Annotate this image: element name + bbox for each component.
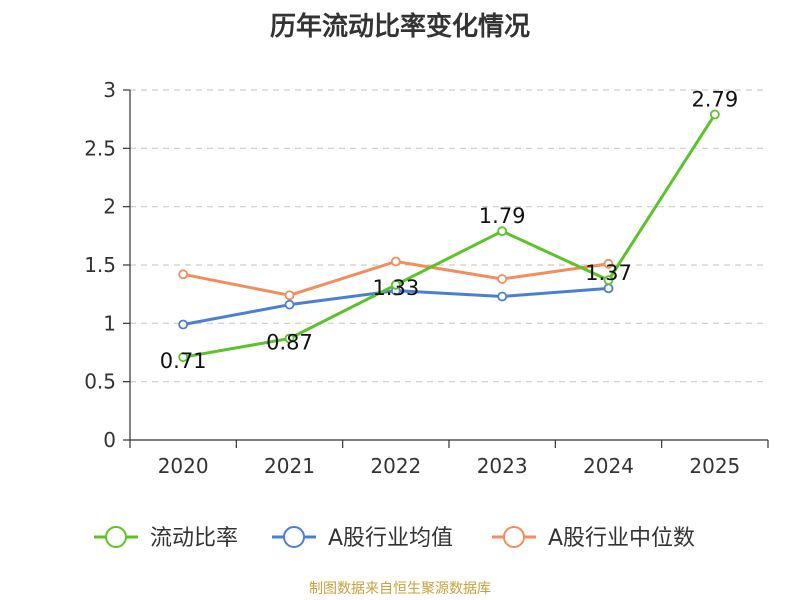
x-tick-label: 2023 (477, 454, 528, 478)
x-tick-label: 2021 (264, 454, 315, 478)
series-line (182, 113, 717, 359)
y-tick-label: 1.5 (84, 253, 116, 277)
chart-title: 历年流动比率变化情况 (269, 12, 530, 42)
y-tick-label: 3 (103, 78, 116, 102)
data-point (603, 258, 614, 269)
legend-marker (503, 526, 525, 548)
data-point (284, 290, 295, 301)
legend-label: A股行业均值 (328, 526, 453, 551)
series-layer (178, 109, 720, 363)
x-tick-label: 2025 (689, 454, 740, 478)
data-label: 0.71 (160, 349, 207, 373)
data-point (497, 226, 508, 237)
data-point (390, 256, 401, 267)
data-point (178, 319, 189, 330)
data-point (178, 352, 189, 363)
legend-item: 流动比率 (94, 526, 238, 551)
legend-item: A股行业均值 (272, 526, 453, 551)
x-tick-label: 2024 (583, 454, 634, 478)
legend-item: A股行业中位数 (492, 526, 695, 551)
x-tick-label: 2022 (370, 454, 421, 478)
data-labels: 0.71 0.87 1.33 1.79 1.37 2.79 (160, 88, 738, 374)
data-point (709, 109, 720, 120)
data-point (603, 283, 614, 294)
legend-label: 流动比率 (150, 526, 238, 551)
data-point (284, 333, 295, 344)
legend: 流动比率 A股行业均值 A股行业中位数 (94, 526, 695, 551)
data-point (178, 269, 189, 280)
axes: 0 0.5 1 1.5 2 2.5 3 2020 2021 2022 2023 2024 2025 (84, 78, 769, 478)
legend-marker (105, 526, 127, 548)
data-label: 0.87 (266, 331, 313, 355)
data-point (603, 275, 614, 286)
data-label: 1.37 (585, 261, 632, 285)
y-tick-label: 0.5 (84, 370, 116, 394)
data-point (497, 291, 508, 302)
y-tick-label: 2.5 (84, 136, 116, 160)
x-tick-label: 2020 (158, 454, 209, 478)
data-point (497, 274, 508, 284)
y-tick-label: 1 (103, 311, 116, 335)
grid-lines (130, 89, 768, 383)
legend-marker (283, 526, 305, 548)
data-label: 1.79 (479, 204, 526, 228)
data-label: 2.79 (691, 88, 738, 112)
data-point (284, 299, 295, 310)
y-tick-label: 0 (103, 428, 116, 452)
data-point (390, 279, 401, 290)
legend-label: A股行业中位数 (548, 526, 695, 551)
y-tick-label: 2 (103, 195, 116, 219)
source-note: 制图数据来自恒生聚源数据库 (309, 581, 491, 597)
data-label: 1.33 (372, 276, 419, 300)
